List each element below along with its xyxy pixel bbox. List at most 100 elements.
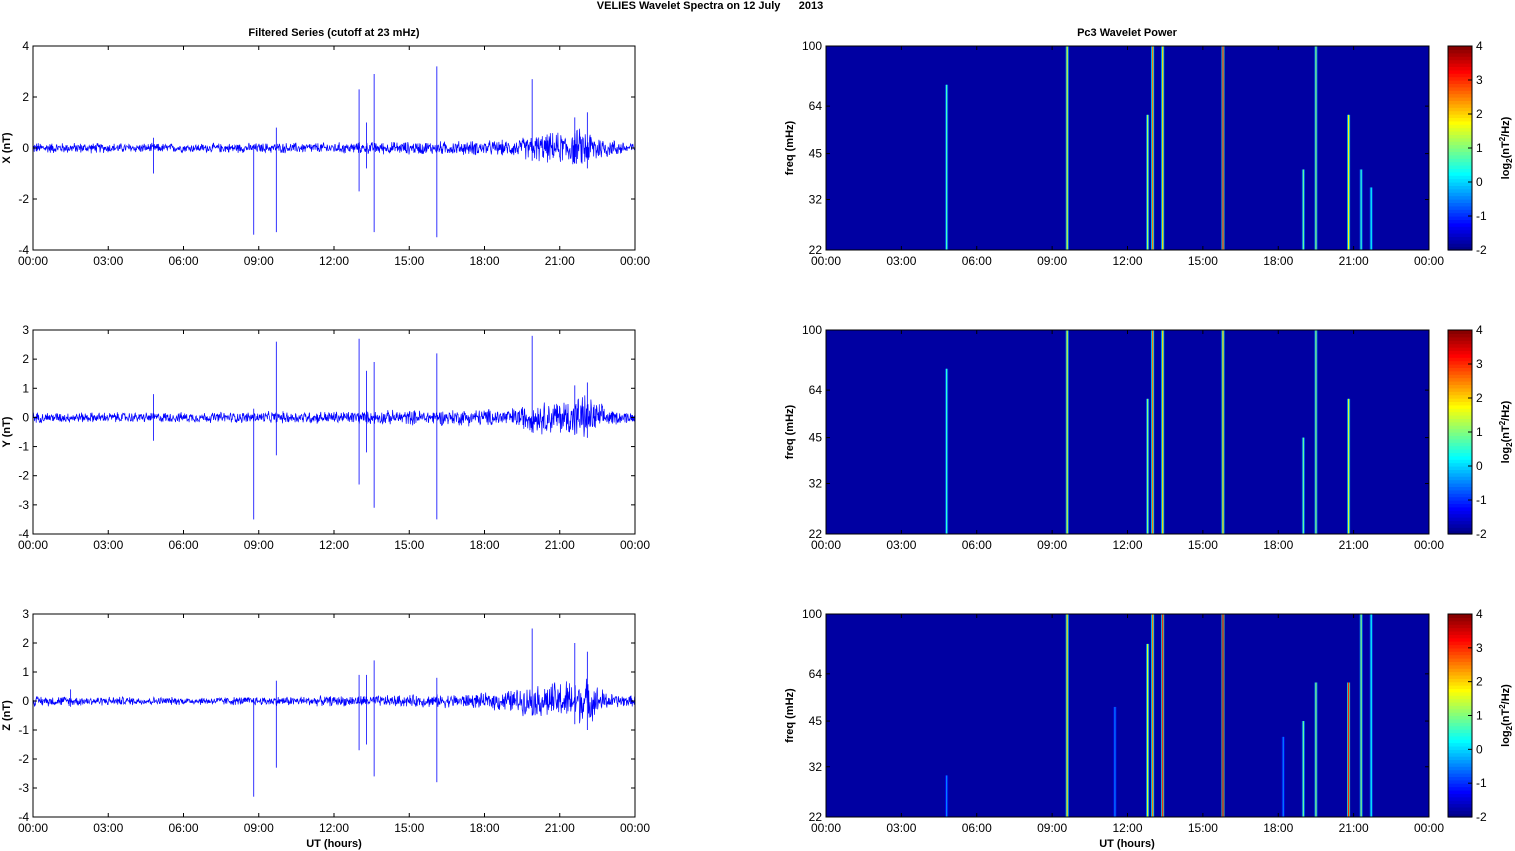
wavelet-x-colorbar-tick-label: 4 (1476, 39, 1483, 53)
series-z-xtick-label: 00:00 (18, 821, 48, 835)
wavelet-z-colorbar-cell (1448, 630, 1472, 635)
wavelet-y-colorbar-tick-label: -1 (1476, 493, 1487, 507)
wavelet-z-colorbar-cell (1448, 688, 1472, 693)
wavelet-y-colorbar-cell (1448, 449, 1472, 453)
wavelet-x-colorbar-cell (1448, 185, 1472, 190)
wavelet-z-ylabel: freq (mHz) (784, 688, 796, 743)
wavelet-z-colorbar-tick-label: 1 (1476, 709, 1483, 723)
wavelet-y-xtick-label: 12:00 (1112, 538, 1142, 552)
wavelet-x-colorbar-cell (1448, 148, 1472, 152)
wavelet-x-colorbar-tick-label: 1 (1476, 141, 1483, 155)
wavelet-y-colorbar-cell (1448, 340, 1472, 345)
series-z-xtick-label: 00:00 (620, 821, 650, 835)
series-x-xtick-label: 00:00 (620, 254, 650, 268)
wavelet-z-colorbar-cell (1448, 678, 1472, 683)
wavelet-x-colorbar-cell (1448, 233, 1472, 237)
wavelet-y-colorbar-cell (1448, 483, 1472, 487)
wavelet-z-colorbar-cell (1448, 732, 1472, 737)
wavelet-z-colorbar-cell (1448, 793, 1472, 798)
wavelet-x-colorbar-cell (1448, 182, 1472, 186)
wavelet-y-colorbar-cell (1448, 330, 1472, 334)
wavelet-x-colorbar-label: log2(nT2/Hz) (1498, 116, 1514, 179)
series-y-ytick-label: -2 (18, 469, 29, 483)
wavelet-y-colorbar-cell (1448, 479, 1472, 484)
wavelet-z-xtick-label: 00:00 (1414, 821, 1444, 835)
wavelet-z-colorbar-cell (1448, 749, 1472, 754)
wavelet-z-colorbar-tick-label: 3 (1476, 641, 1483, 655)
wavelet-z-colorbar-cell (1448, 786, 1472, 791)
wavelet-y-colorbar-cell (1448, 425, 1472, 430)
wavelet-z-colorbar-cell (1448, 756, 1472, 761)
wavelet-y-colorbar-cell (1448, 432, 1472, 436)
wavelet-y-colorbar-cell (1448, 520, 1472, 525)
wavelet-y-colorbar-cell (1448, 476, 1472, 481)
wavelet-y-colorbar-cell (1448, 333, 1472, 338)
wavelet-x-colorbar-cell (1448, 52, 1472, 57)
wavelet-z-plot-area (826, 614, 1429, 817)
series-y-ytick-label: -3 (18, 498, 29, 512)
series-z-ylabel: Z (nT) (1, 700, 13, 731)
wavelet-z-ytick-label: 22 (809, 810, 823, 824)
series-y-ytick-label: 2 (22, 352, 29, 366)
wavelet-y-xtick-label: 00:00 (811, 538, 841, 552)
wavelet-z-colorbar-cell (1448, 614, 1472, 618)
wavelet-x-colorbar-cell (1448, 165, 1472, 169)
wavelet-x-colorbar-cell (1448, 66, 1472, 71)
wavelet-z-colorbar-cell (1448, 789, 1472, 794)
wavelet-y-colorbar-cell (1448, 527, 1472, 532)
wavelet-x-xtick-label: 00:00 (811, 254, 841, 268)
wavelet-x-ytick-label: 22 (809, 243, 823, 257)
wavelet-x-ylabel: freq (mHz) (784, 120, 796, 175)
wavelet-x-colorbar-tick-label: 0 (1476, 175, 1483, 189)
wavelet-x-xtick-label: 18:00 (1263, 254, 1293, 268)
wavelet-y-colorbar-cell (1448, 336, 1472, 341)
wavelet-x-colorbar-cell (1448, 124, 1472, 129)
wavelet-y-colorbar-cell (1448, 387, 1472, 392)
wavelet-y-colorbar-cell (1448, 442, 1472, 447)
series-z-xtick-label: 15:00 (394, 821, 424, 835)
series-x-ytick-label: 0 (22, 141, 29, 155)
series-z-xtick-label: 21:00 (545, 821, 575, 835)
wavelet-z-streak (1152, 614, 1154, 817)
wavelet-y-colorbar-cell (1448, 408, 1472, 413)
wavelet-x-colorbar-cell (1448, 175, 1472, 180)
wavelet-z-colorbar-cell (1448, 739, 1472, 744)
wavelet-x-colorbar-cell (1448, 151, 1472, 156)
wavelet-x-xtick-label: 15:00 (1188, 254, 1218, 268)
wavelet-z-streak (1222, 614, 1224, 817)
wavelet-z-colorbar-cell (1448, 644, 1472, 649)
wavelet-z-colorbar-cell (1448, 752, 1472, 757)
wavelet-x-streak (946, 84, 948, 250)
wavelet-z-colorbar-cell (1448, 806, 1472, 811)
wavelet-x-colorbar-cell (1448, 73, 1472, 78)
series-y-xtick-label: 21:00 (545, 538, 575, 552)
wavelet-y-streak (1152, 330, 1154, 534)
wavelet-z-colorbar-tick-label: -2 (1476, 810, 1487, 824)
wavelet-y-colorbar-cell (1448, 452, 1472, 457)
wavelet-y-colorbar-cell (1448, 394, 1472, 399)
wavelet-x-colorbar-cell (1448, 46, 1472, 50)
series-x-xtick-label: 03:00 (93, 254, 123, 268)
wavelet-z-colorbar-cell (1448, 685, 1472, 690)
wavelet-y-colorbar-cell (1448, 398, 1472, 402)
figure-title: VELIES Wavelet Spectra on 12 July 2013 (597, 0, 823, 12)
wavelet-z-colorbar-cell (1448, 796, 1472, 801)
wavelet-x-colorbar-cell (1448, 56, 1472, 61)
wavelet-x-xtick-label: 00:00 (1414, 254, 1444, 268)
wavelet-x-colorbar-cell (1448, 90, 1472, 95)
wavelet-x-xtick-label: 21:00 (1339, 254, 1369, 268)
series-z-ytick-label: -2 (18, 752, 29, 766)
wavelet-x-xtick-label: 09:00 (1037, 254, 1067, 268)
wavelet-z-xtick-label: 15:00 (1188, 821, 1218, 835)
series-x-series-line (32, 128, 636, 165)
wavelet-y-colorbar-cell (1448, 374, 1472, 379)
wavelet-x-plot-area (826, 46, 1429, 250)
series-y-plot-area (33, 330, 635, 534)
wavelet-y-colorbar-label: log2(nT2/Hz) (1498, 400, 1514, 463)
series-y-xtick-label: 00:00 (18, 538, 48, 552)
wavelet-y-colorbar-cell (1448, 500, 1472, 504)
wavelet-x-streak (1066, 46, 1068, 250)
wavelet-z-streak (946, 775, 948, 817)
